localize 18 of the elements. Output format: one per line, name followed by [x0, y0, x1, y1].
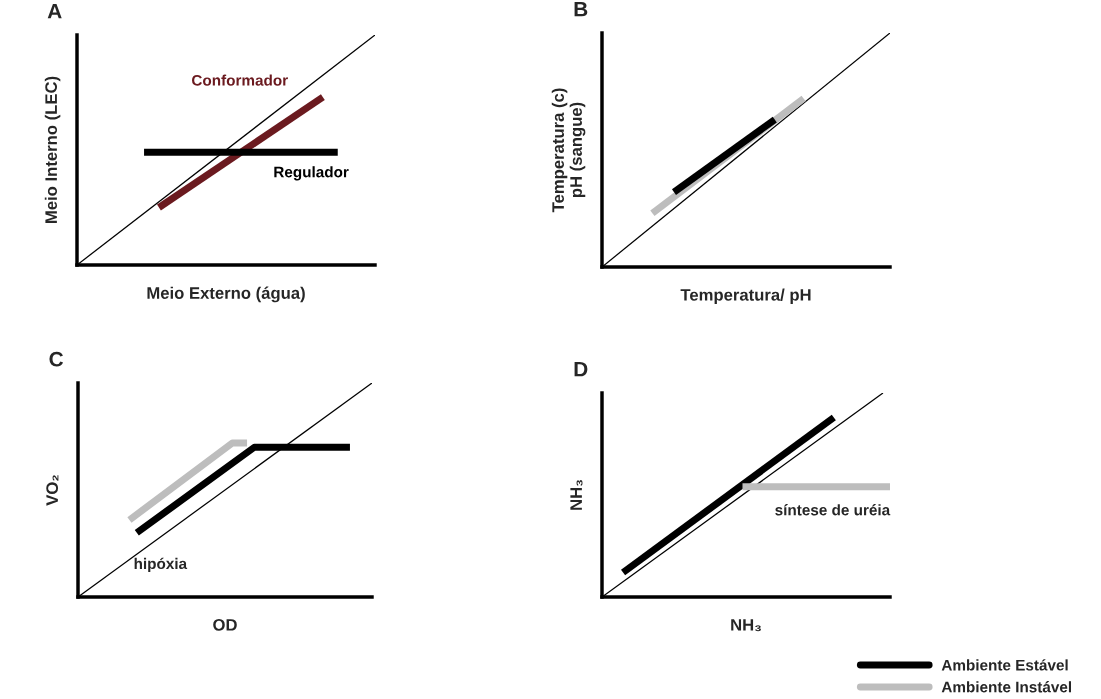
y-axis-title: NH₃: [570, 480, 583, 510]
y-axis-title: Meio Interno (LEC): [44, 76, 61, 223]
annotation: hipóxia: [134, 557, 188, 573]
annotation: síntese de uréia: [775, 504, 891, 516]
x-axis-title: OD: [213, 618, 237, 631]
legend-label: Ambiente Estável: [941, 659, 1068, 671]
x-axis-title: NH₃: [731, 619, 761, 632]
y-axis-title: Temperatura (c) pH (sangue): [551, 88, 586, 213]
chart-title: A: [47, 4, 62, 19]
legend-label: Ambiente Instável: [941, 681, 1072, 693]
chart-title: B: [574, 2, 588, 17]
series-label: Conformador: [192, 74, 288, 86]
x-axis-title: Temperatura/ pH: [680, 288, 811, 305]
x-axis-title: Meio Externo (água): [147, 286, 305, 303]
y-axis-title: VO₂: [46, 475, 59, 506]
chart-title: C: [49, 351, 64, 367]
chart-title: D: [574, 362, 588, 377]
series-label: Regulador: [274, 166, 349, 181]
